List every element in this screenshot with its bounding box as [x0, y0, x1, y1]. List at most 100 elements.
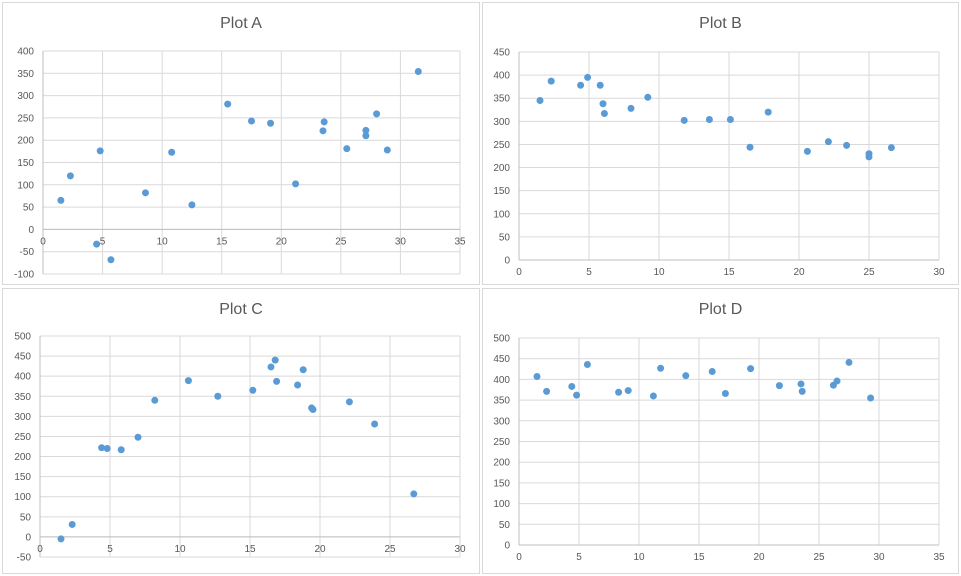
y-tick-label: 300 — [493, 117, 510, 128]
scatter-plot-b: 0 50 100 150 200 250 300 350 400 450 0 5 10 15 20 25 30 — [493, 48, 945, 279]
data-point — [747, 365, 755, 373]
x-tick-label: 25 — [384, 544, 396, 555]
x-tick-label: 25 — [335, 236, 347, 247]
x-tick-label: 20 — [793, 267, 805, 278]
y-tick-label: 0 — [28, 225, 34, 236]
y-tick-label: 50 — [23, 203, 35, 214]
data-point — [98, 444, 106, 452]
y-tick-label: 100 — [493, 209, 510, 220]
data-point — [600, 109, 608, 117]
y-tick-label: 400 — [493, 375, 510, 386]
data-point — [414, 68, 422, 76]
x-tick-label: 15 — [244, 544, 256, 555]
y-tick-label: 350 — [17, 69, 34, 80]
y-tick-label: 450 — [14, 352, 31, 363]
scatter-plot-c: -50 0 50 100 150 200 250 300 350 400 450 500 0 5 10 15 2… — [14, 332, 466, 564]
x-tick-label: 0 — [516, 267, 522, 278]
data-point — [188, 201, 196, 209]
data-point — [224, 100, 232, 108]
data-point — [214, 392, 222, 400]
data-point — [797, 380, 805, 388]
x-tick-label: 25 — [863, 267, 875, 278]
y-tick-label: 50 — [499, 232, 511, 243]
y-tick-label: 50 — [20, 512, 32, 523]
y-tick-label: 250 — [14, 432, 31, 443]
data-point — [141, 189, 149, 197]
y-tick-label: 200 — [17, 136, 34, 147]
data-point — [294, 381, 302, 389]
x-tick-label: 35 — [454, 236, 466, 247]
data-point — [309, 406, 317, 414]
scatter-plot-a: -100 -50 0 50 100 150 200 250 300 350 400 0 5 10 15 20 2… — [14, 47, 466, 281]
data-point — [292, 180, 300, 188]
data-point — [644, 93, 652, 101]
x-tick-label: 10 — [633, 552, 645, 563]
x-tick-label: 30 — [873, 552, 885, 563]
y-tick-label: 400 — [493, 71, 510, 82]
x-tick-label: 5 — [107, 544, 113, 555]
x-tick-label: 30 — [933, 267, 945, 278]
data-point — [867, 394, 875, 402]
data-point — [577, 81, 585, 89]
data-point — [865, 153, 873, 161]
data-point — [96, 147, 104, 155]
data-point — [319, 127, 327, 135]
y-tick-label: 150 — [14, 472, 31, 483]
data-point — [682, 372, 690, 380]
data-point — [273, 377, 281, 385]
y-tick-label: 0 — [504, 541, 510, 552]
data-point — [184, 377, 192, 385]
data-point — [721, 389, 729, 397]
y-tick-label: -100 — [14, 270, 34, 281]
x-tick-label: 15 — [723, 267, 735, 278]
data-point — [248, 117, 255, 125]
chart-title: Plot B — [699, 15, 742, 32]
x-tick-label: 30 — [395, 236, 407, 247]
data-point — [543, 387, 551, 395]
data-point — [708, 368, 716, 376]
x-tick-label: 25 — [813, 552, 825, 563]
data-point — [798, 387, 806, 395]
data-point — [299, 366, 307, 374]
data-point — [249, 386, 257, 394]
data-point — [362, 126, 370, 134]
y-tick-label: 0 — [25, 532, 31, 543]
data-point — [57, 535, 65, 543]
y-tick-label: 200 — [493, 458, 510, 469]
y-tick-label: 500 — [493, 334, 510, 345]
y-tick-label: 500 — [14, 332, 31, 343]
chart-panel-plot-b: Plot B 0 50 100 150 200 250 300 350 400 450 0 5 10 15… — [482, 2, 959, 285]
y-tick-label: 50 — [499, 520, 511, 531]
y-tick-label: -50 — [20, 247, 35, 258]
y-tick-label: 250 — [17, 113, 34, 124]
y-tick-label: 0 — [504, 256, 510, 267]
scatter-plot-d: 0 50 100 150 200 250 300 350 400 450 500 0 5 10 15 20 25… — [493, 334, 945, 564]
x-tick-label: 20 — [314, 544, 326, 555]
data-point — [271, 356, 279, 364]
data-point — [573, 391, 581, 399]
data-point — [584, 73, 592, 81]
x-tick-label: 5 — [100, 236, 106, 247]
chart-title: Plot C — [219, 301, 263, 318]
data-point — [627, 104, 635, 112]
data-point — [93, 240, 101, 248]
y-tick-label: 250 — [493, 437, 510, 448]
data-point — [649, 392, 657, 400]
data-point — [803, 147, 811, 155]
data-point — [168, 148, 176, 156]
data-point — [615, 388, 623, 396]
x-tick-label: 10 — [174, 544, 186, 555]
data-point — [536, 97, 544, 105]
data-point — [57, 196, 65, 204]
data-point — [775, 382, 783, 390]
y-tick-label: 250 — [493, 140, 510, 151]
data-point — [833, 377, 841, 385]
x-tick-label: 5 — [576, 552, 582, 563]
y-tick-label: 450 — [493, 354, 510, 365]
y-tick-label: 100 — [14, 492, 31, 503]
y-tick-label: 400 — [14, 372, 31, 383]
y-tick-label: -50 — [17, 553, 32, 564]
data-point — [410, 490, 418, 498]
data-point — [107, 256, 115, 264]
data-point — [568, 382, 576, 390]
